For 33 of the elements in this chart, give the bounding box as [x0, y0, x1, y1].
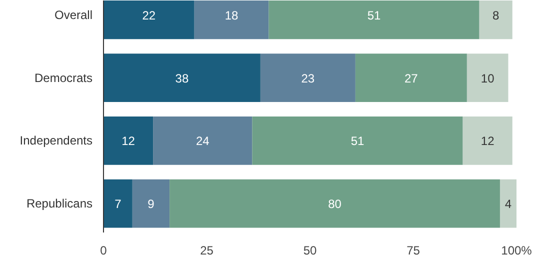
- data-label: 10: [480, 71, 495, 86]
- y-tick-label: Overall: [54, 8, 93, 22]
- bar: [104, 179, 132, 228]
- bar: [104, 116, 154, 165]
- x-tick-label: 100%: [501, 244, 532, 258]
- bar: [153, 116, 252, 165]
- y-tick-label: Republicans: [26, 196, 93, 211]
- data-label: 27: [404, 71, 418, 86]
- data-label: 7: [114, 197, 122, 212]
- y-tick-label: Democrats: [34, 70, 92, 85]
- data-label: 51: [367, 8, 382, 22]
- x-tick-label: 75: [406, 244, 420, 258]
- data-label: 24: [196, 134, 210, 148]
- data-label: 23: [301, 71, 315, 86]
- data-label: 4: [504, 197, 512, 212]
- bar: [462, 116, 512, 165]
- bar: [170, 179, 500, 228]
- bar: [252, 116, 463, 165]
- data-label: 80: [328, 197, 342, 212]
- data-label: 38: [175, 71, 189, 86]
- data-label: 22: [142, 8, 156, 22]
- y-tick-label: Independents: [20, 134, 92, 148]
- data-label: 12: [480, 134, 495, 148]
- x-tick-label: 25: [200, 244, 214, 258]
- bar: [132, 179, 170, 228]
- x-tick-label: 0: [100, 244, 108, 258]
- data-label: 9: [148, 197, 155, 212]
- data-label: 12: [122, 134, 136, 148]
- data-label: 8: [492, 8, 500, 22]
- bar: [500, 179, 516, 228]
- data-label: 18: [224, 8, 239, 22]
- x-tick-label: 50: [303, 244, 317, 258]
- data-label: 51: [350, 134, 364, 148]
